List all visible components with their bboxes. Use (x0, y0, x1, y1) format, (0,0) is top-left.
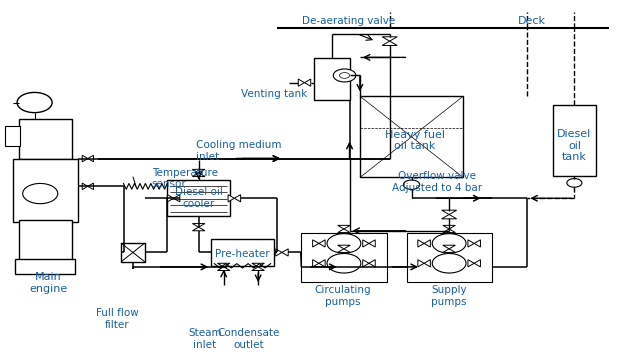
Polygon shape (313, 240, 319, 247)
Polygon shape (192, 223, 205, 227)
Polygon shape (442, 214, 457, 219)
Polygon shape (363, 240, 369, 247)
Polygon shape (252, 263, 264, 267)
Polygon shape (443, 245, 455, 249)
Polygon shape (424, 240, 430, 247)
Polygon shape (319, 240, 325, 247)
Polygon shape (88, 183, 94, 190)
Text: De-aerating valve: De-aerating valve (303, 16, 396, 26)
Text: Condensate
outlet: Condensate outlet (218, 328, 280, 350)
Text: Cooling medium
inlet: Cooling medium inlet (196, 141, 281, 162)
Text: Circulating
pumps: Circulating pumps (314, 285, 371, 306)
Circle shape (567, 179, 582, 187)
Polygon shape (338, 229, 350, 233)
Polygon shape (474, 260, 481, 267)
Polygon shape (82, 155, 88, 162)
Polygon shape (319, 260, 325, 267)
Polygon shape (82, 183, 88, 190)
Circle shape (340, 72, 350, 78)
Polygon shape (298, 79, 304, 86)
Polygon shape (442, 210, 457, 214)
Polygon shape (192, 169, 205, 173)
Circle shape (327, 234, 361, 253)
Text: Venting tank: Venting tank (241, 88, 307, 99)
Bar (167, 180, 230, 216)
Bar (360, 96, 463, 178)
Polygon shape (443, 249, 455, 253)
Text: Temperature
sensor: Temperature sensor (152, 167, 218, 189)
Bar (211, 239, 274, 266)
Circle shape (432, 234, 466, 253)
Bar (13, 158, 79, 222)
Polygon shape (382, 41, 397, 46)
Polygon shape (167, 195, 174, 202)
Polygon shape (235, 195, 241, 202)
Polygon shape (192, 173, 205, 177)
Bar (15, 259, 75, 274)
Bar (406, 233, 492, 282)
Text: Overflow valve
Adjusted to 4 bar: Overflow valve Adjusted to 4 bar (391, 171, 482, 193)
Text: Diesel oil
cooler: Diesel oil cooler (175, 187, 223, 209)
Polygon shape (474, 240, 481, 247)
Circle shape (17, 92, 52, 112)
Text: Steam
inlet: Steam inlet (188, 328, 222, 350)
Polygon shape (338, 225, 350, 229)
Polygon shape (468, 260, 474, 267)
Circle shape (327, 253, 361, 273)
Text: Heavy fuel
oil tank: Heavy fuel oil tank (385, 130, 445, 151)
Bar (121, 243, 145, 262)
Polygon shape (218, 263, 230, 267)
Polygon shape (468, 240, 474, 247)
Polygon shape (276, 249, 282, 256)
Polygon shape (252, 267, 264, 270)
Polygon shape (443, 225, 455, 229)
Circle shape (23, 183, 58, 204)
Polygon shape (338, 245, 350, 249)
Polygon shape (369, 260, 376, 267)
Polygon shape (218, 267, 230, 270)
Polygon shape (228, 195, 235, 202)
Polygon shape (304, 79, 311, 86)
Bar (314, 58, 350, 100)
Bar (19, 119, 72, 158)
Circle shape (432, 253, 466, 273)
Polygon shape (174, 195, 180, 202)
Circle shape (333, 69, 356, 82)
Bar (19, 220, 72, 260)
Polygon shape (418, 260, 424, 267)
Polygon shape (424, 260, 430, 267)
Text: Pre-heater: Pre-heater (215, 249, 270, 259)
Polygon shape (192, 227, 205, 231)
Bar (4, 126, 20, 146)
Polygon shape (282, 249, 288, 256)
Polygon shape (88, 155, 94, 162)
Bar (553, 105, 596, 176)
Text: Supply
pumps: Supply pumps (431, 285, 467, 306)
Polygon shape (338, 249, 350, 253)
Polygon shape (313, 260, 319, 267)
Bar (301, 233, 386, 282)
Polygon shape (418, 240, 424, 247)
Text: Deck: Deck (518, 16, 546, 26)
Circle shape (403, 180, 420, 189)
Text: Full flow
filter: Full flow filter (96, 308, 138, 330)
Polygon shape (382, 37, 397, 41)
Polygon shape (443, 229, 455, 233)
Text: Main
engine: Main engine (29, 272, 67, 294)
Text: Diesel
oil
tank: Diesel oil tank (557, 129, 591, 162)
Polygon shape (363, 260, 369, 267)
Polygon shape (369, 240, 376, 247)
